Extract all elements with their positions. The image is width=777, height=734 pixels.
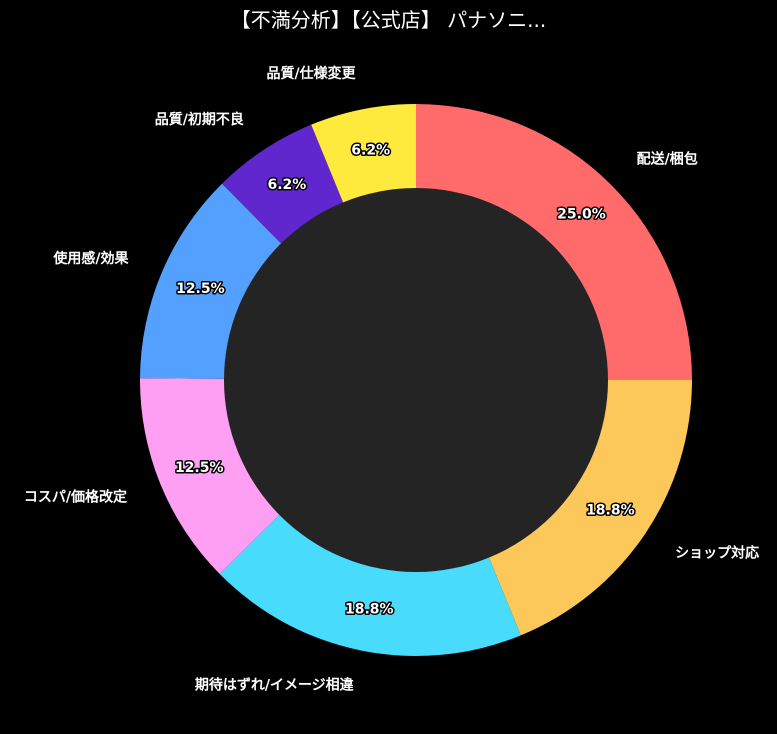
percent-label: 18.8% [586, 502, 635, 518]
category-label: 期待はずれ/イメージ相違 [195, 677, 354, 694]
category-label: 品質/初期不良 [155, 111, 244, 128]
percent-label-group: 25.0% 18.8% 18.8% 12.5% 12.5% 6.2% 6.2% [173, 141, 636, 619]
category-label: コスパ/価格改定 [24, 489, 127, 506]
category-label: 配送/梱包 [637, 150, 698, 167]
percent-label: 6.2% [351, 142, 390, 158]
percent-label: 25.0% [557, 207, 606, 223]
donut-center-hole [224, 188, 608, 572]
chart-title: 【不満分析】【公式店】 パナソニ... [230, 8, 547, 32]
percent-label: 6.2% [268, 177, 307, 193]
category-label: ショップ対応 [675, 545, 759, 562]
percent-label: 18.8% [345, 601, 394, 617]
category-label: 使用感/効果 [52, 250, 129, 267]
category-label: 品質/仕様変更 [266, 65, 356, 82]
percent-label: 12.5% [176, 281, 225, 297]
percent-label: 12.5% [175, 460, 224, 476]
